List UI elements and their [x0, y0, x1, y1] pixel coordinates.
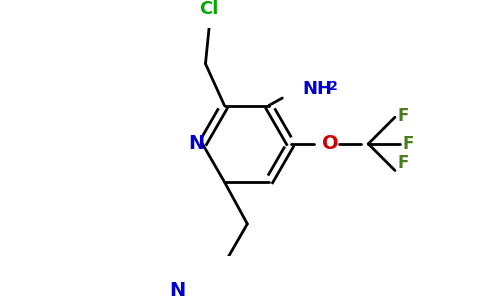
Text: N: N: [169, 280, 185, 300]
Text: F: F: [397, 154, 408, 172]
Text: N: N: [188, 134, 204, 153]
Text: O: O: [322, 134, 339, 153]
Text: 2: 2: [330, 80, 338, 93]
Text: NH: NH: [303, 80, 333, 98]
Text: F: F: [403, 135, 414, 153]
Text: Cl: Cl: [199, 0, 219, 18]
Text: F: F: [397, 107, 408, 125]
